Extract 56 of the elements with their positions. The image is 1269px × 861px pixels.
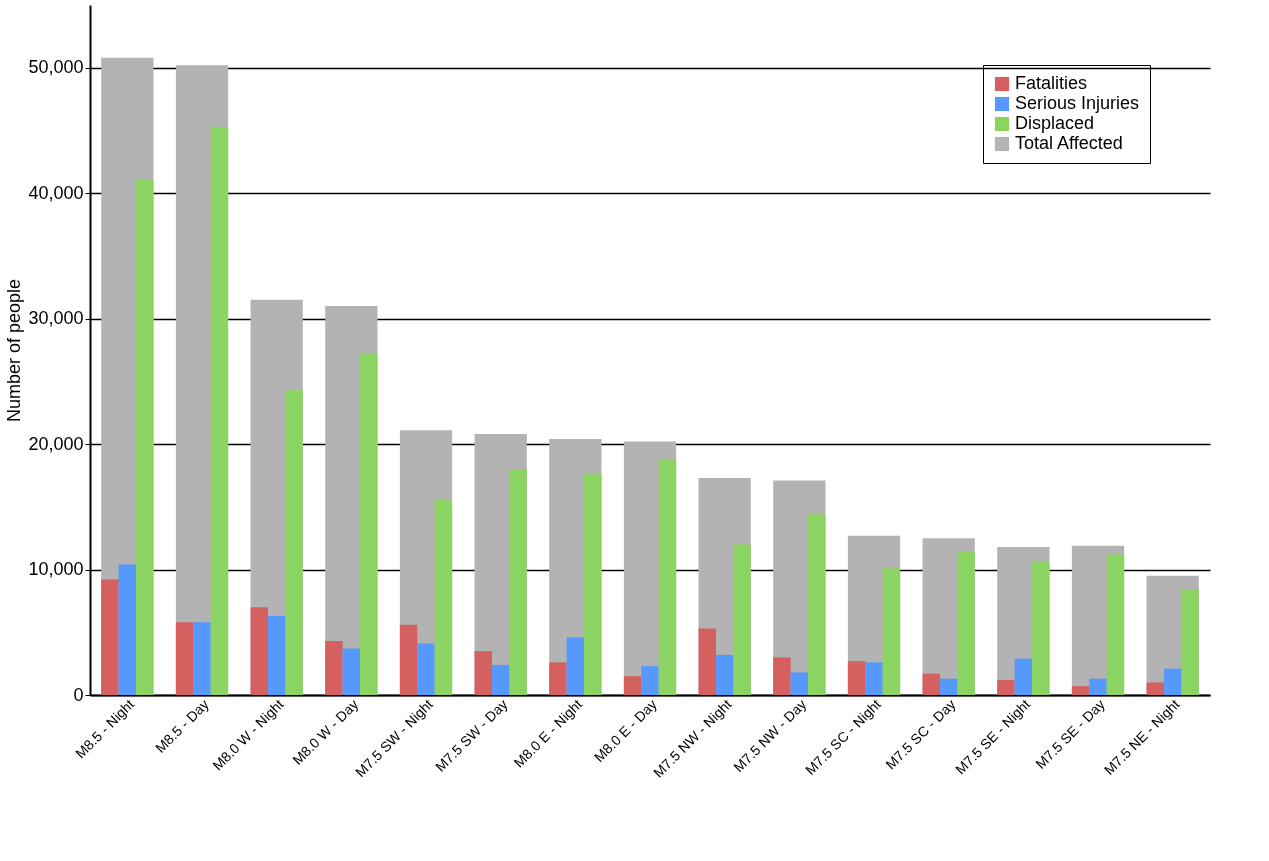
bar [1071,686,1090,695]
y-axis-title: Number of people [4,278,25,423]
bar [399,624,418,695]
y-tick-label: 40,000 [28,182,84,203]
bar [285,390,303,695]
bar [136,179,154,695]
bar [957,551,975,695]
bar [1163,668,1182,695]
bar [658,459,677,695]
bar [250,607,268,695]
bar [342,648,361,695]
legend-label: Total Affected [1015,133,1123,153]
bar [210,126,229,695]
legend-label: Displaced [1015,113,1095,133]
bar [509,469,527,695]
bar [847,661,866,695]
bar [882,568,901,695]
y-tick-label: 0 [73,684,84,705]
bar [715,654,734,695]
bar [434,499,453,695]
bar [193,622,211,695]
bar [773,657,791,695]
bar [584,474,602,695]
bar [790,672,809,695]
y-tick-label: 10,000 [28,559,84,580]
bar [698,628,716,695]
bar [997,679,1015,695]
bar [118,564,137,695]
bar [549,662,567,695]
bar [1032,562,1050,695]
y-tick-label: 20,000 [28,433,84,454]
bar [474,651,492,695]
legend-label: Serious Injuries [1015,93,1140,113]
bar [1106,554,1125,695]
bar [360,353,378,695]
bar [175,622,194,695]
bar [623,676,642,695]
y-tick-label: 50,000 [28,57,84,78]
bar [101,579,119,695]
legend-label: Fatalities [1015,73,1088,93]
bar [922,673,940,695]
bar [865,662,883,695]
bar [641,666,659,695]
bar [1146,682,1164,695]
bar [733,544,751,695]
bar [417,643,435,695]
bar [1014,658,1033,695]
bar [325,641,343,695]
bar [1089,678,1107,695]
bar [808,514,826,695]
bar [267,615,286,695]
y-tick-label: 30,000 [28,308,84,329]
bar [939,678,958,695]
bar [1181,589,1199,695]
bar [566,637,585,695]
bar [491,664,510,695]
